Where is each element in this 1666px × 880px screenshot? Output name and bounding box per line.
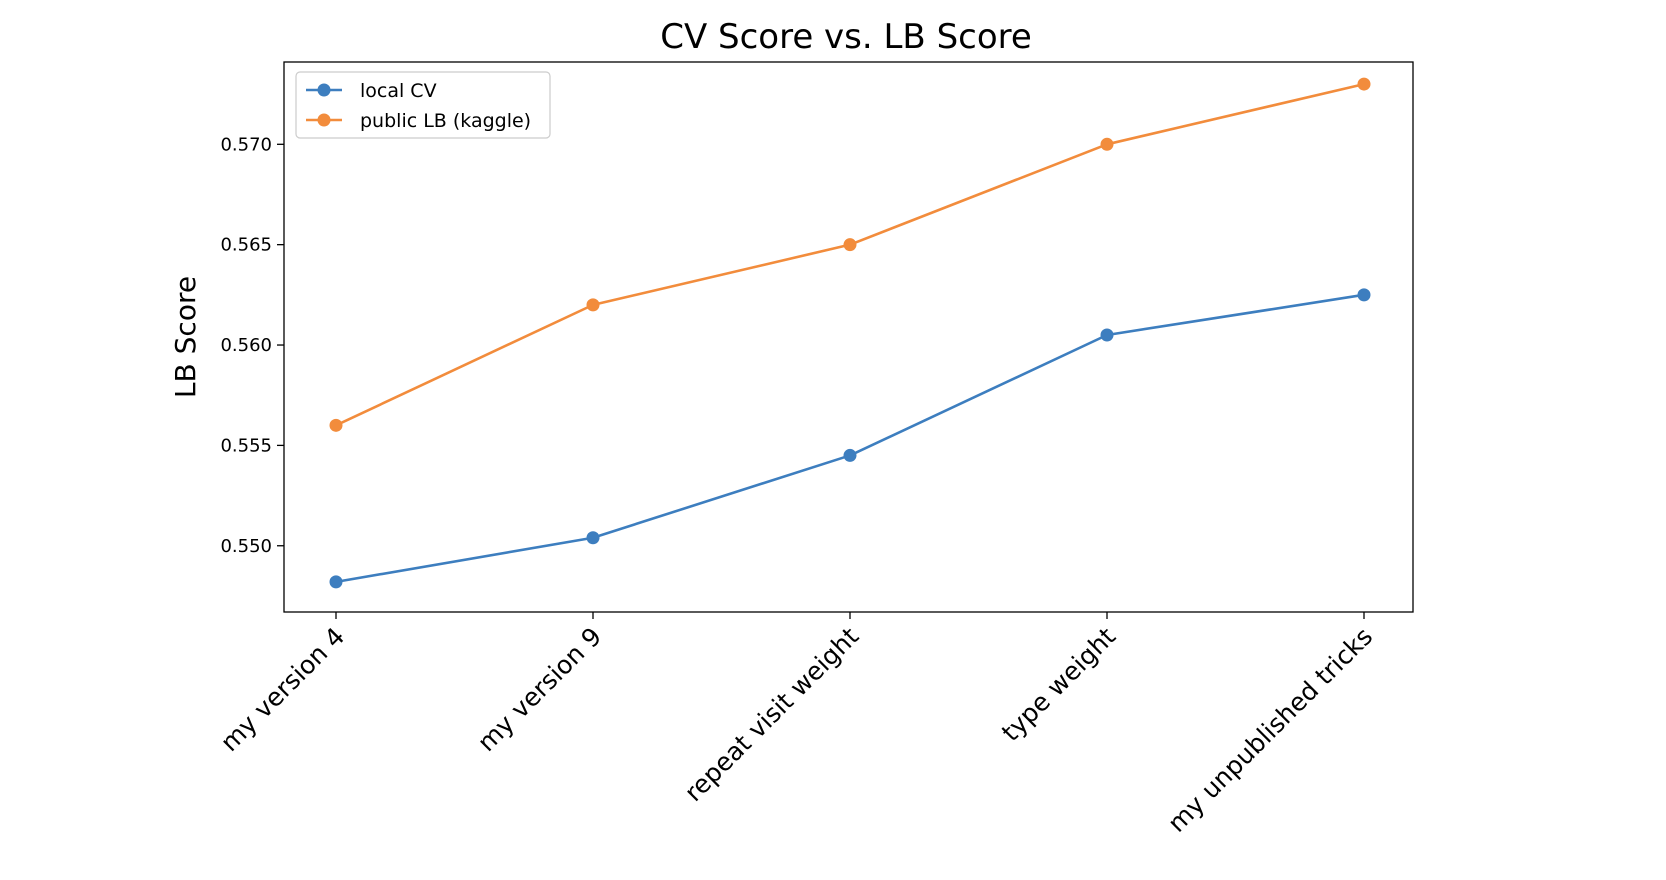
data-point bbox=[586, 298, 600, 312]
x-tick-label: type weight bbox=[996, 622, 1121, 747]
y-axis-label: LB Score bbox=[169, 276, 202, 398]
legend: local CV public LB (kaggle) bbox=[295, 71, 551, 139]
data-point bbox=[329, 418, 343, 432]
legend-label: local CV bbox=[360, 80, 437, 102]
data-point bbox=[843, 238, 857, 252]
y-tick-label: 0.550 bbox=[220, 536, 272, 557]
x-tick-label: my version 9 bbox=[472, 622, 607, 757]
legend-label: public LB (kaggle) bbox=[360, 110, 531, 132]
plot-area: 0.550 0.555 0.560 0.565 0.570 my version 4 my … bbox=[215, 61, 1414, 838]
chart-title: CV Score vs. LB Score bbox=[660, 17, 1032, 57]
data-point bbox=[1357, 77, 1371, 91]
data-point bbox=[1100, 137, 1114, 151]
x-tick-label: my version 4 bbox=[215, 622, 350, 757]
data-point bbox=[843, 448, 857, 462]
data-point bbox=[1357, 288, 1371, 302]
series-line-0 bbox=[334, 293, 1366, 584]
y-tick-label: 0.555 bbox=[220, 435, 272, 456]
legend-marker bbox=[317, 83, 331, 97]
data-point bbox=[586, 531, 600, 545]
y-tick-label: 0.560 bbox=[220, 335, 272, 356]
axes-frame bbox=[283, 61, 1414, 613]
legend-marker bbox=[317, 113, 331, 127]
y-tick-label: 0.565 bbox=[220, 235, 272, 256]
data-point bbox=[1100, 328, 1114, 342]
x-tick-label: my unpublished tricks bbox=[1162, 622, 1378, 838]
y-tick-label: 0.570 bbox=[220, 134, 272, 155]
data-point bbox=[329, 575, 343, 589]
legend-frame bbox=[295, 71, 551, 139]
x-tick-label: repeat visit weight bbox=[679, 622, 865, 808]
